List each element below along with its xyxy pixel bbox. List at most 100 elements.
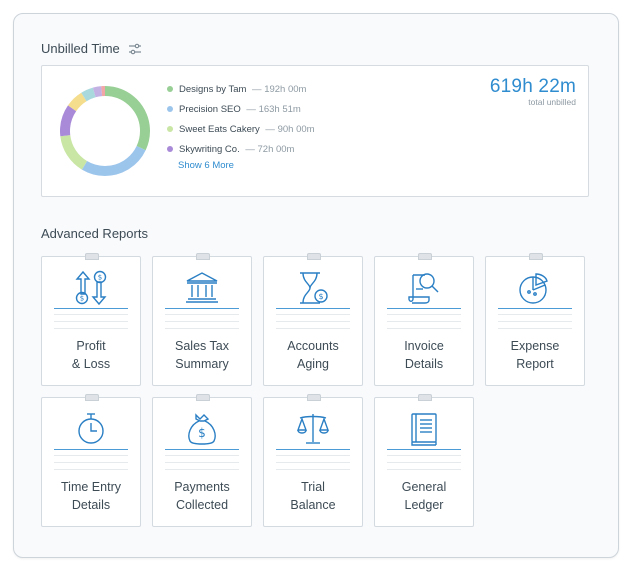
divider: [54, 469, 128, 470]
money-bag-icon: $: [188, 413, 216, 445]
divider: [54, 449, 128, 450]
advanced-reports-title: Advanced Reports: [41, 226, 148, 241]
hourglass-icon: $: [300, 272, 328, 304]
stopwatch-icon: [78, 413, 104, 444]
donut-segment-8: [60, 86, 150, 176]
clipboard-clip: [85, 253, 99, 260]
legend-dot: [167, 86, 173, 92]
client-hours: 72h 00m: [257, 143, 295, 155]
divider: [54, 321, 128, 322]
report-label: Accounts Aging: [287, 339, 339, 371]
divider: [387, 462, 461, 463]
divider: [387, 449, 461, 450]
divider: [165, 462, 239, 463]
divider: [165, 449, 239, 450]
report-label: Sales Tax Summary: [175, 339, 229, 371]
divider: [276, 469, 350, 470]
report-label: Time Entry Details: [61, 480, 121, 512]
unbilled-time-card: Designs by Tam — 192h 00m Precision SEO …: [41, 65, 589, 197]
client-name: Designs by Tam: [179, 83, 247, 95]
clipboard-clip: [196, 394, 210, 401]
divider: [165, 469, 239, 470]
report-label: Trial Balance: [290, 480, 336, 512]
reports-panel: Unbilled Time Designs by Tam — 192h 00m: [13, 13, 619, 558]
divider: [165, 308, 239, 309]
legend-item-2[interactable]: Precision SEO — 163h 51m: [167, 99, 315, 119]
divider: [387, 328, 461, 329]
report-sales-tax-summary[interactable]: Sales Tax Summary: [152, 253, 252, 386]
settings-sliders-icon[interactable]: [128, 42, 142, 56]
divider: [165, 455, 239, 456]
report-expense-report[interactable]: Expense Report: [485, 253, 585, 386]
client-legend: Designs by Tam — 192h 00m Precision SEO …: [167, 79, 315, 171]
clipboard-clip: [196, 253, 210, 260]
report-profit-loss[interactable]: $ $ Profit & Loss: [41, 253, 141, 386]
report-general-ledger[interactable]: General Ledger: [374, 394, 474, 527]
client-name: Precision SEO: [179, 103, 241, 115]
divider: [276, 462, 350, 463]
divider: [387, 308, 461, 309]
report-label: Profit & Loss: [71, 339, 111, 371]
legend-dot: [167, 126, 173, 132]
divider: [54, 462, 128, 463]
unbilled-time-header: Unbilled Time: [41, 41, 142, 56]
total-unbilled-value: 619h 22m: [489, 76, 576, 97]
legend-dot: [167, 146, 173, 152]
donut-segment-2: [60, 86, 150, 176]
client-hours: 163h 51m: [258, 103, 301, 115]
divider: [276, 449, 350, 450]
clipboard-clip: [85, 394, 99, 401]
ledger-book-icon: [411, 413, 437, 446]
divider: [165, 314, 239, 315]
report-payments-collected[interactable]: $ Payments Collected: [152, 394, 252, 527]
client-name: Sweet Eats Cakery: [179, 123, 260, 135]
divider: [387, 321, 461, 322]
report-label: Expense Report: [510, 339, 560, 371]
divider: [276, 314, 350, 315]
clipboard-clip: [418, 394, 432, 401]
legend-item-3[interactable]: Sweet Eats Cakery — 90h 00m: [167, 119, 315, 139]
pie-chart-icon: [519, 273, 548, 304]
report-accounts-aging[interactable]: $ Accounts Aging: [263, 253, 363, 386]
divider: [276, 308, 350, 309]
divider: [54, 328, 128, 329]
divider: [387, 455, 461, 456]
svg-text:$: $: [98, 274, 102, 282]
svg-text:$: $: [318, 292, 323, 301]
report-trial-balance[interactable]: Trial Balance: [263, 394, 363, 527]
legend-item-4[interactable]: Skywriting Co. — 72h 00m: [167, 139, 315, 159]
divider: [387, 314, 461, 315]
client-name: Skywriting Co.: [179, 143, 240, 155]
clipboard-clip: [307, 394, 321, 401]
total-unbilled-label: total unbilled: [528, 97, 576, 107]
donut-segment-4: [60, 86, 150, 176]
divider: [276, 321, 350, 322]
legend-dot: [167, 106, 173, 112]
divider: [498, 314, 572, 315]
unbilled-time-title: Unbilled Time: [41, 41, 120, 56]
legend-item-1[interactable]: Designs by Tam — 192h 00m: [167, 79, 315, 99]
clipboard-clip: [307, 253, 321, 260]
profit-loss-icon: $ $: [75, 270, 107, 306]
clipboard-clip: [418, 253, 432, 260]
report-time-entry-details[interactable]: Time Entry Details: [41, 394, 141, 527]
divider: [54, 314, 128, 315]
invoice-magnifier-icon: [408, 273, 439, 304]
divider: [276, 455, 350, 456]
clipboard-clip: [529, 253, 543, 260]
advanced-reports-grid: $ $ Profit & Loss: [41, 253, 601, 546]
report-label: Payments Collected: [174, 480, 230, 512]
scales-icon: [297, 414, 329, 444]
report-invoice-details[interactable]: Invoice Details: [374, 253, 474, 386]
svg-text:$: $: [198, 426, 206, 440]
show-more-link[interactable]: Show 6 More: [178, 160, 234, 171]
divider: [165, 321, 239, 322]
divider: [498, 321, 572, 322]
report-label: General Ledger: [401, 480, 447, 512]
unbilled-donut-chart: [60, 86, 150, 176]
svg-text:$: $: [80, 295, 84, 303]
divider: [54, 455, 128, 456]
total-unbilled: 619h 22m total unbilled: [490, 76, 576, 107]
report-label: Invoice Details: [404, 339, 444, 371]
divider: [165, 328, 239, 329]
